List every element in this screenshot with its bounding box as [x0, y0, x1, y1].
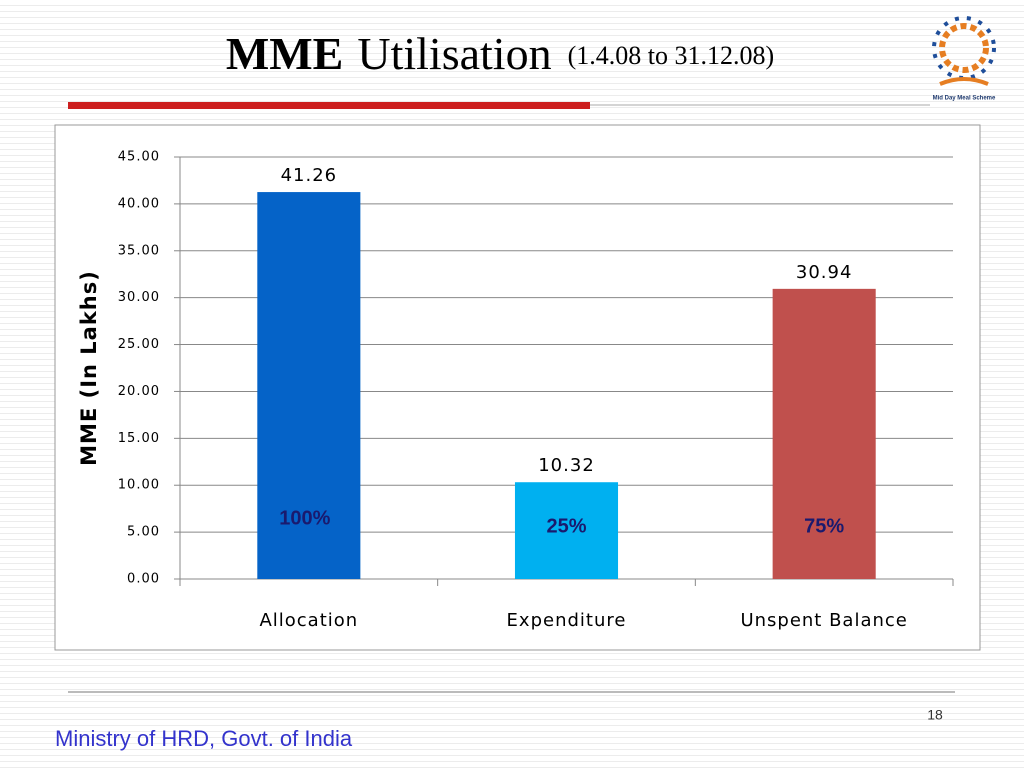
- x-tick-label: Unspent Balance: [740, 610, 907, 631]
- title-rule-red: [68, 102, 590, 109]
- footer-text: Ministry of HRD, Govt. of India: [55, 726, 353, 751]
- data-label: 30.94: [796, 262, 853, 283]
- title-rest: Utilisation: [357, 28, 551, 79]
- x-tick-label: Allocation: [259, 610, 358, 631]
- y-tick-label: 5.00: [127, 525, 160, 540]
- y-tick-label: 10.00: [118, 478, 160, 493]
- bar: [514, 482, 619, 579]
- y-tick-label: 40.00: [118, 196, 160, 211]
- logo-text: Mid Day Meal Scheme: [933, 96, 996, 102]
- title-bold: MME: [226, 28, 344, 79]
- y-tick-label: 45.00: [118, 150, 160, 165]
- y-tick-label: 30.00: [118, 290, 160, 305]
- annotation: 100%: [279, 507, 330, 529]
- y-axis-label: MME (In Lakhs): [77, 270, 101, 466]
- logo-book: [939, 77, 989, 86]
- bar: [772, 288, 876, 579]
- slide-title: MME Utilisation (1.4.08 to 31.12.08): [226, 28, 774, 79]
- page-number: 18: [927, 707, 943, 723]
- logo: Mid Day Meal Scheme: [932, 16, 996, 102]
- data-label: 41.26: [281, 165, 338, 186]
- x-tick-label: Expenditure: [507, 610, 627, 631]
- annotation: 75%: [804, 515, 844, 537]
- y-tick-label: 35.00: [118, 243, 160, 258]
- logo-ring-outer: [932, 16, 996, 80]
- bar: [257, 192, 361, 580]
- y-tick-label: 25.00: [118, 337, 160, 352]
- logo-ring: [939, 23, 989, 73]
- y-tick-label: 0.00: [127, 572, 160, 587]
- y-tick-label: 15.00: [118, 431, 160, 446]
- subtitle: (1.4.08 to 31.12.08): [568, 41, 775, 70]
- data-label: 10.32: [538, 455, 595, 476]
- y-tick-label: 20.00: [118, 384, 160, 399]
- annotation: 25%: [546, 515, 586, 537]
